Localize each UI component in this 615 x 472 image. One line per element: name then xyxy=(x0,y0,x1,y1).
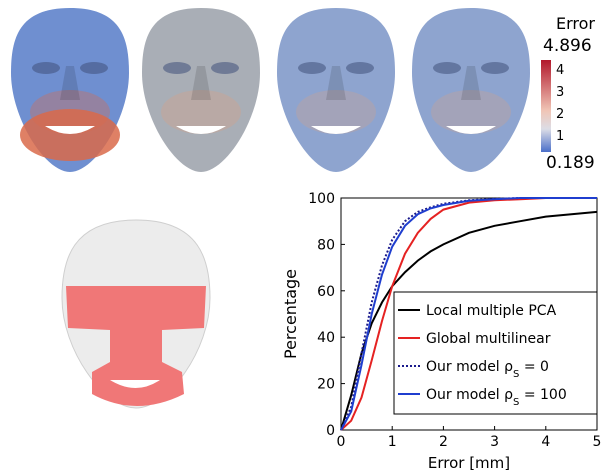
face-global-multilinear xyxy=(142,8,260,172)
x-tick-label: 3 xyxy=(490,434,499,450)
face-local-multiple-pca xyxy=(11,8,129,172)
x-tick-label: 2 xyxy=(439,434,448,450)
face-our-model-rho-100 xyxy=(412,8,530,172)
y-tick-label: 20 xyxy=(317,377,335,393)
x-tick-label: 4 xyxy=(541,434,550,450)
x-tick-label: 0 xyxy=(337,434,346,450)
region-face xyxy=(62,220,210,408)
x-tick-label: 1 xyxy=(388,434,397,450)
y-axis-label: Percentage xyxy=(281,269,300,359)
y-tick-label: 40 xyxy=(317,330,335,346)
legend-label-1: Local multiple PCA xyxy=(426,303,557,319)
x-axis-label: Error [mm] xyxy=(428,454,510,472)
y-tick-label: 60 xyxy=(317,284,335,300)
y-tick-label: 100 xyxy=(308,191,335,207)
face-our-model-rho-0 xyxy=(277,8,395,172)
colorbar xyxy=(541,60,551,152)
x-tick-label: 5 xyxy=(593,434,602,450)
y-tick-label: 0 xyxy=(326,423,335,439)
y-tick-label: 80 xyxy=(317,237,335,253)
legend-label-2: Global multilinear xyxy=(426,331,551,347)
